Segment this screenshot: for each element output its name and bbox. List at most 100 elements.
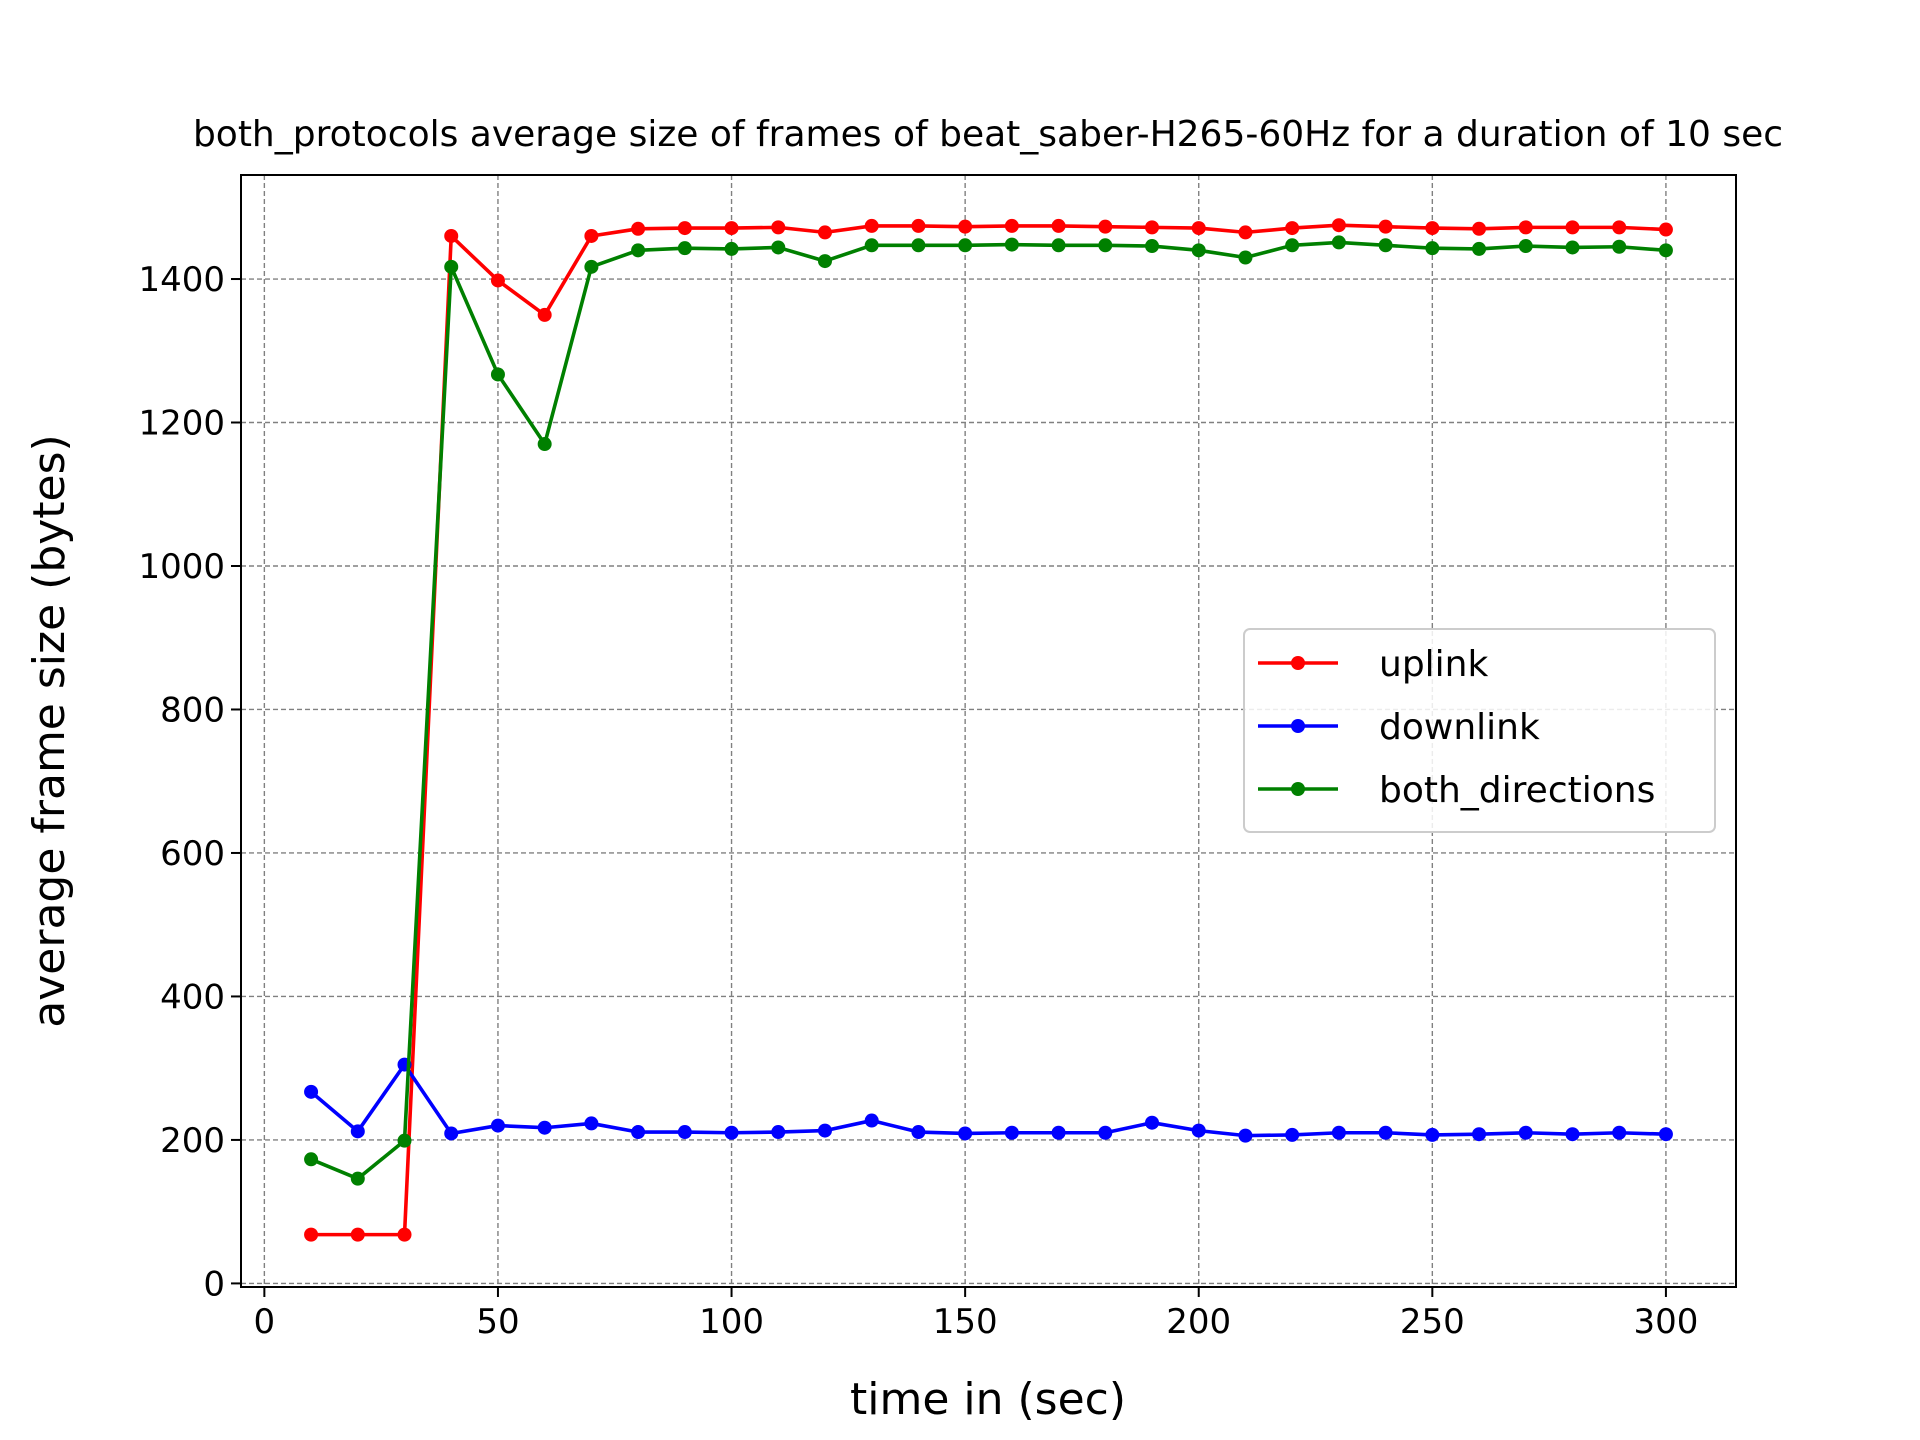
series-line: [310, 240, 1667, 1181]
data-point: [584, 1116, 599, 1131]
data-point: [1612, 1125, 1627, 1140]
data-point: [677, 1125, 692, 1140]
data-point: [771, 1125, 786, 1140]
data-point: [631, 221, 646, 236]
series-both_directions: [304, 235, 1673, 1186]
data-point: [350, 1227, 365, 1242]
x-tick-label: 300: [1633, 1302, 1698, 1342]
data-point: [911, 218, 926, 233]
data-point: [1145, 239, 1160, 254]
y-tick-label: 200: [160, 1121, 225, 1161]
data-point: [1331, 218, 1346, 233]
y-tick-label: 600: [160, 834, 225, 874]
y-tick-label: 1000: [138, 547, 225, 587]
data-point: [1285, 1127, 1300, 1142]
data-point: [1378, 238, 1393, 253]
data-point: [1425, 1127, 1440, 1142]
data-point: [724, 241, 739, 256]
data-point: [1425, 221, 1440, 236]
data-point: [1378, 219, 1393, 234]
data-point: [677, 221, 692, 236]
legend-marker: [1291, 719, 1305, 733]
data-point: [584, 228, 599, 243]
data-point: [817, 225, 832, 240]
data-point: [1051, 238, 1066, 253]
series-line: [311, 223, 1667, 1237]
data-point: [1378, 1125, 1393, 1140]
data-point: [1658, 1127, 1673, 1142]
data-point: [1238, 250, 1253, 265]
data-point: [1004, 237, 1019, 252]
x-axis-label: time in (sec): [850, 1374, 1126, 1425]
data-point: [1098, 1125, 1113, 1140]
legend-item-uplink: uplink: [1258, 644, 1488, 685]
legend-item-downlink: downlink: [1258, 707, 1540, 748]
x-tick-label: 250: [1400, 1302, 1465, 1342]
data-point: [304, 1084, 319, 1099]
x-tick-label: 50: [476, 1302, 519, 1342]
data-point: [1658, 222, 1673, 237]
data-point: [911, 1125, 926, 1140]
data-point: [1238, 225, 1253, 240]
x-tick-label: 150: [933, 1302, 998, 1342]
data-point: [958, 238, 973, 253]
data-point: [537, 437, 552, 452]
data-point: [911, 238, 926, 253]
y-tick-label: 1200: [138, 404, 225, 444]
data-point: [397, 1133, 412, 1148]
data-point: [350, 1124, 365, 1139]
data-point: [864, 238, 879, 253]
legend-marker: [1291, 782, 1305, 796]
data-point: [1331, 235, 1346, 250]
legend-box: [1243, 628, 1716, 833]
data-point: [304, 1227, 319, 1242]
data-point: [677, 241, 692, 256]
data-point: [490, 273, 505, 288]
x-tick-label: 0: [254, 1302, 276, 1342]
data-point: [1285, 238, 1300, 253]
data-point: [444, 228, 459, 243]
data-point: [1425, 241, 1440, 256]
data-point: [1612, 220, 1627, 235]
data-point: [771, 240, 786, 255]
data-point: [1098, 238, 1113, 253]
y-tick-label: 800: [160, 690, 225, 730]
data-point: [397, 1227, 412, 1242]
data-point: [631, 243, 646, 258]
data-point: [537, 307, 552, 322]
data-point: [1004, 1125, 1019, 1140]
data-point: [1565, 1127, 1580, 1142]
series-layer: [304, 218, 1673, 1242]
y-tick-label: 1400: [138, 260, 225, 300]
data-point: [864, 218, 879, 233]
y-tick-label: 0: [203, 1264, 225, 1304]
data-point: [1285, 221, 1300, 236]
data-point: [537, 1120, 552, 1135]
plot-area-frame: [240, 174, 1737, 1288]
data-point: [490, 1118, 505, 1133]
axis-ticks: 0 50 100 150 200 250 300 0 200 400 600 800 1000 1200 1…: [138, 260, 1698, 1342]
data-point: [724, 221, 739, 236]
legend-label: downlink: [1379, 707, 1540, 748]
chart-title: both_protocols average size of frames of…: [193, 114, 1783, 155]
data-point: [1098, 219, 1113, 234]
data-point: [1191, 243, 1206, 258]
x-tick-label: 200: [1166, 1302, 1231, 1342]
data-point: [1518, 1125, 1533, 1140]
data-point: [1565, 220, 1580, 235]
data-point: [817, 1123, 832, 1138]
data-point: [1145, 220, 1160, 235]
x-tick-label: 100: [699, 1302, 764, 1342]
data-point: [1518, 220, 1533, 235]
data-point: [444, 1126, 459, 1141]
series-downlink: [304, 1057, 1673, 1143]
data-point: [864, 1113, 879, 1128]
data-point: [631, 1125, 646, 1140]
data-point: [1472, 1127, 1487, 1142]
series-uplink: [304, 218, 1673, 1242]
data-point: [1331, 1125, 1346, 1140]
data-point: [1238, 1128, 1253, 1143]
data-point: [1051, 1125, 1066, 1140]
data-point: [1612, 239, 1627, 254]
legend-item-both_directions: both_directions: [1258, 770, 1655, 811]
